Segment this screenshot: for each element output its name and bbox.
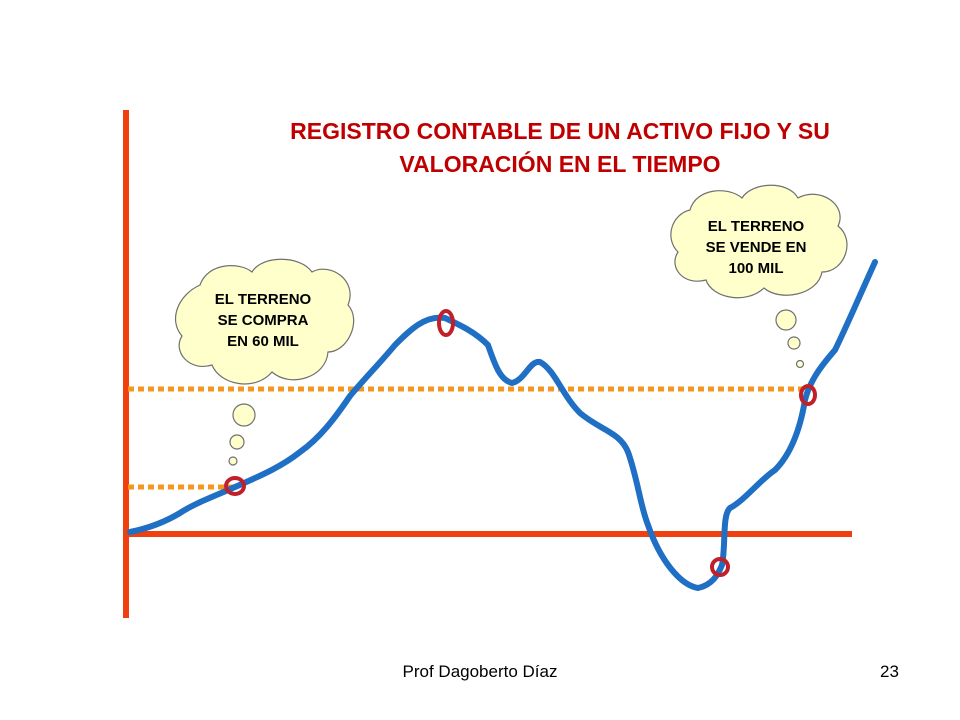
sell-thought-cloud — [670, 184, 848, 369]
footer-author: Prof Dagoberto Díaz — [402, 662, 558, 681]
sell-cloud-line-3: 100 MIL — [728, 260, 784, 277]
buy-cloud-line-1: EL TERRENO — [214, 291, 312, 308]
sell-cloud-text: EL TERRENO SE VENDE EN 100 MIL — [678, 216, 834, 279]
slide-title-line-1: REGISTRO CONTABLE DE UN ACTIVO FIJO Y SU — [290, 118, 830, 144]
low-point-marker — [710, 557, 730, 577]
sell-cloud-line-2: SE VENDE EN — [705, 239, 807, 256]
footer-page-number: 23 — [880, 662, 899, 681]
buy-cloud-line-2: SE COMPRA — [217, 312, 309, 329]
asset-value-curve — [127, 259, 878, 591]
slide-title: REGISTRO CONTABLE DE UN ACTIVO FIJO Y SU… — [180, 115, 940, 181]
purchase-point-marker — [224, 476, 246, 496]
sell-cloud-line-1: EL TERRENO — [707, 218, 805, 235]
buy-thought-cloud — [174, 258, 355, 466]
peak-point-marker — [437, 309, 455, 337]
slide-title-line-2: VALORACIÓN EN EL TIEMPO — [399, 151, 721, 177]
buy-cloud-line-3: EN 60 MIL — [227, 333, 299, 350]
buy-cloud-text: EL TERRENO SE COMPRA EN 60 MIL — [183, 289, 343, 352]
sale-point-marker — [799, 384, 817, 406]
